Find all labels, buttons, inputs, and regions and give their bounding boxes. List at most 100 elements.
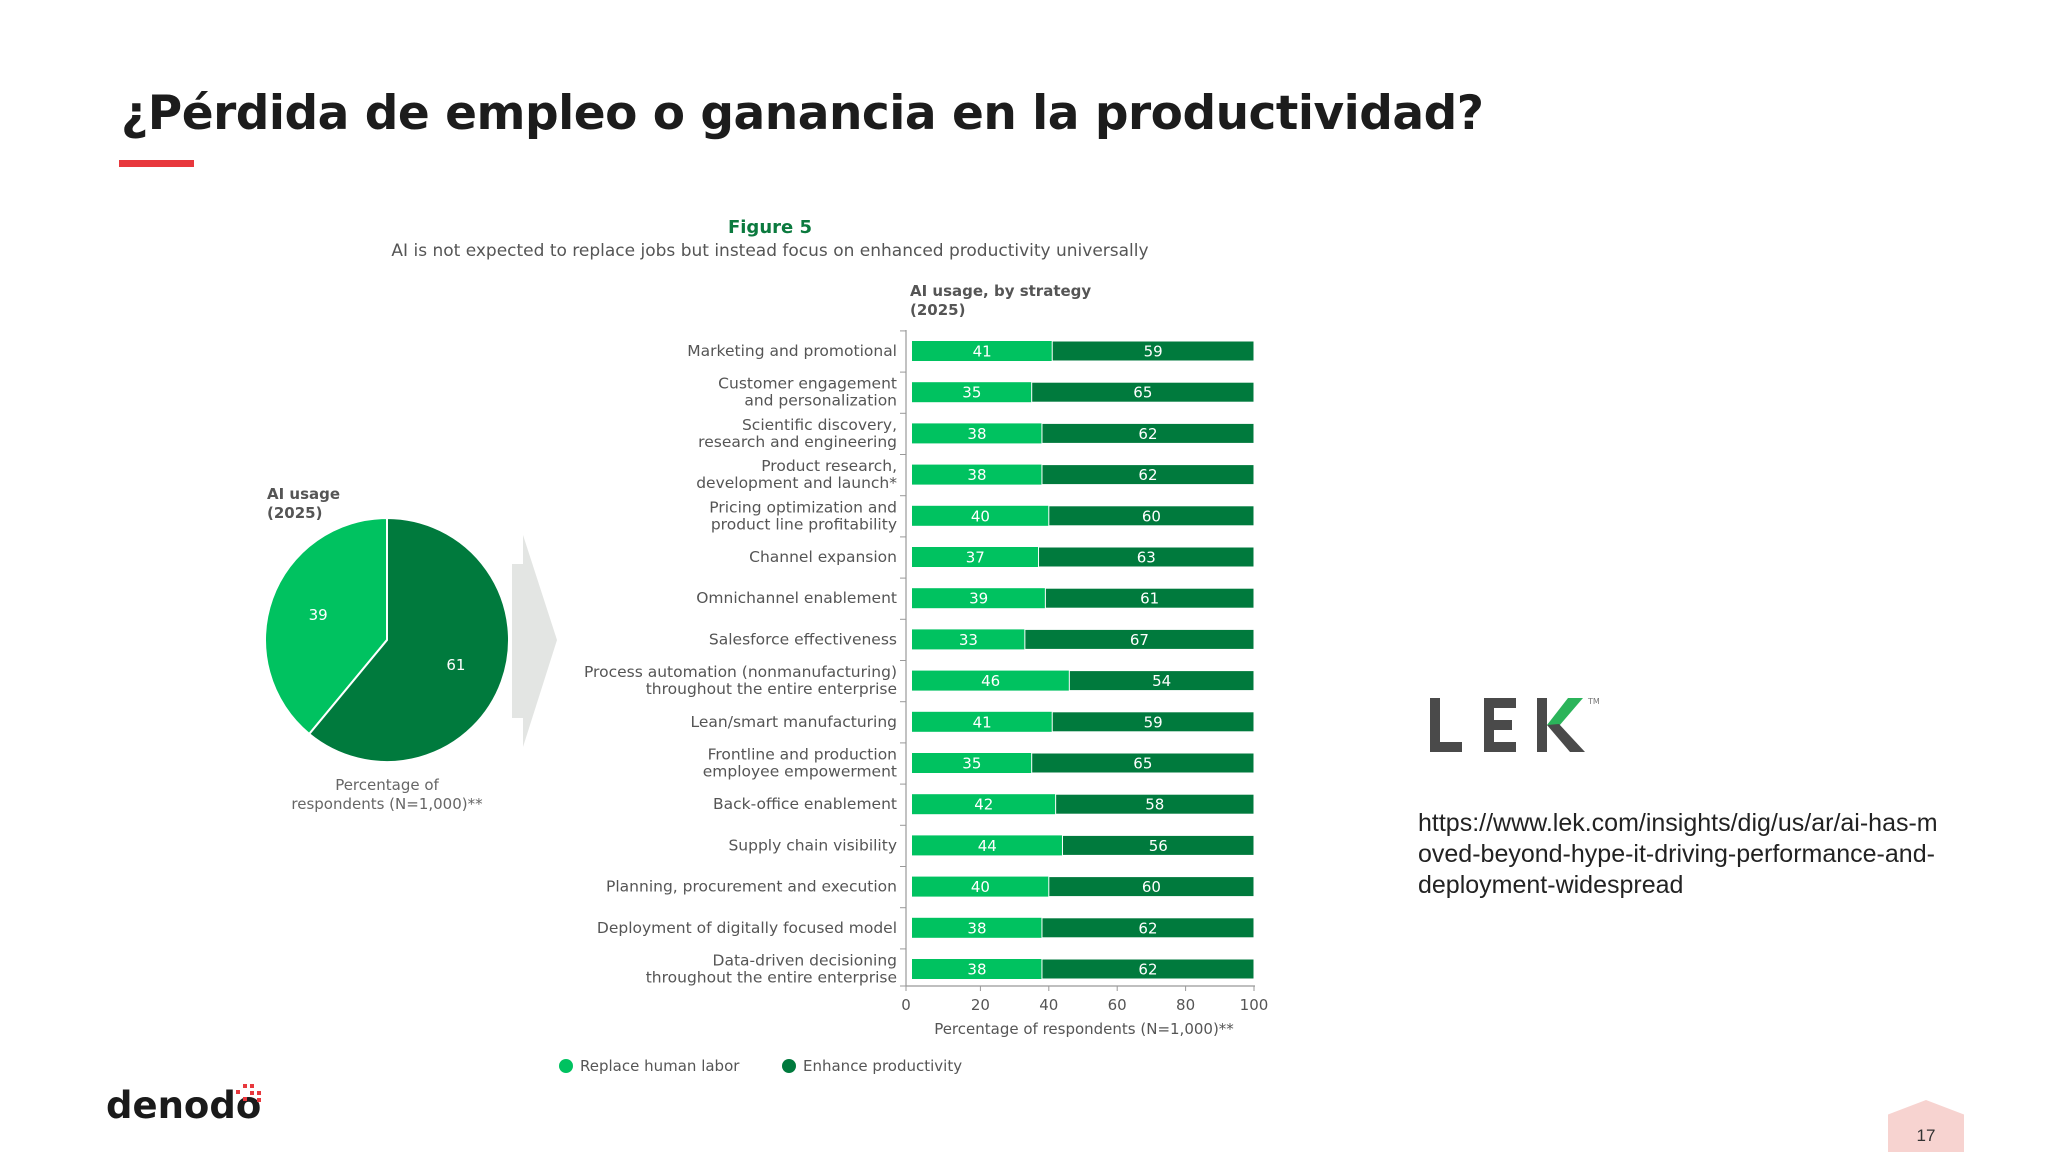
- bar-value-label: 40: [971, 878, 990, 896]
- bar-segment-enhance-productivity: [1044, 587, 1255, 609]
- category-label: Product research, development and launch*: [696, 457, 897, 492]
- category-label: Data-driven decisioning throughout the en…: [646, 952, 897, 987]
- bar-segment-enhance-productivity: [1024, 628, 1255, 650]
- denodo-dots-icon: [236, 1084, 261, 1102]
- pie-slice-enhance-productivity: [307, 516, 510, 763]
- bar-segment-replace-human-labor: [912, 547, 1039, 567]
- lek-logo: TM: [1430, 697, 1600, 752]
- x-tick-label: 40: [1039, 996, 1058, 1014]
- bar-segment-enhance-productivity: [1031, 752, 1255, 774]
- pie-title-line-1: AI usage: [267, 485, 340, 503]
- bar-segment-enhance-productivity: [1051, 340, 1255, 362]
- bar-segment-enhance-productivity: [1038, 546, 1255, 568]
- bar-value-label: 35: [962, 384, 981, 402]
- lek-trademark: TM: [1587, 697, 1600, 706]
- legend-label-enhance: Enhance productivity: [803, 1057, 962, 1075]
- bar-value-label: 59: [1144, 343, 1163, 361]
- title-underline: [119, 160, 194, 167]
- bar-value-label: 61: [1140, 590, 1159, 608]
- bar-segment-enhance-productivity: [1051, 711, 1255, 733]
- bar-value-label: 62: [1138, 425, 1157, 443]
- pie-slice-label: 39: [309, 606, 328, 624]
- category-label: Omnichannel enablement: [696, 589, 897, 607]
- bar-segment-enhance-productivity: [1068, 670, 1255, 692]
- page-number: 17: [1916, 1126, 1936, 1145]
- category-label: Frontline and production employee empower…: [703, 746, 897, 781]
- x-axis-label: Percentage of respondents (N=1,000)**: [934, 1020, 1234, 1038]
- pie-slice-replace-human-labor: [264, 516, 388, 736]
- bar-value-label: 46: [981, 672, 1000, 690]
- bar-segment-replace-human-labor: [912, 876, 1049, 897]
- bar-segment-enhance-productivity: [1048, 505, 1255, 527]
- bar-segment-replace-human-labor: [912, 917, 1042, 938]
- figure-title: AI is not expected to replace jobs but i…: [391, 241, 1148, 261]
- bar-segment-replace-human-labor: [912, 753, 1032, 773]
- bar-value-label: 33: [959, 631, 978, 649]
- bar-segment-replace-human-labor: [912, 959, 1042, 979]
- bar-value-label: 58: [1145, 796, 1164, 814]
- pie-slice-label: 61: [446, 656, 465, 674]
- bar-segment-replace-human-labor: [912, 794, 1056, 815]
- bar-segment-enhance-productivity: [1041, 464, 1255, 486]
- pie-caption-line-2: respondents (N=1,000)**: [291, 795, 483, 813]
- legend-swatch-replace: [559, 1059, 573, 1073]
- legend-swatch-enhance: [782, 1059, 796, 1073]
- denodo-wordmark: denodo: [106, 1084, 261, 1127]
- bar-segment-replace-human-labor: [912, 382, 1032, 403]
- x-tick-label: 0: [901, 996, 911, 1014]
- category-label: Channel expansion: [749, 548, 897, 566]
- bar-value-label: 63: [1137, 549, 1156, 567]
- source-url: https://www.lek.com/insights/dig/us/ar/a…: [1418, 809, 1938, 899]
- bar-title-line-2: (2025): [910, 301, 965, 319]
- bar-value-label: 41: [973, 343, 992, 361]
- pie-title-line-2: (2025): [267, 504, 322, 522]
- category-label: Pricing optimization and product line pro…: [709, 498, 897, 533]
- bar-value-label: 65: [1133, 755, 1152, 773]
- bar-title-line-1: AI usage, by strategy: [910, 282, 1091, 300]
- category-label: Scientific discovery, research and engine…: [698, 416, 897, 451]
- bar-segment-replace-human-labor: [912, 423, 1042, 444]
- bar-value-label: 60: [1142, 878, 1161, 896]
- bar-value-label: 38: [967, 425, 986, 443]
- bar-segment-enhance-productivity: [1041, 917, 1255, 939]
- bar-value-label: 42: [974, 796, 993, 814]
- bar-segment-replace-human-labor: [912, 588, 1046, 609]
- bar-value-label: 35: [962, 755, 981, 773]
- bar-value-label: 38: [967, 466, 986, 484]
- bar-segment-enhance-productivity: [1048, 876, 1255, 898]
- bar-value-label: 65: [1133, 384, 1152, 402]
- category-label: Planning, procurement and execution: [606, 878, 897, 896]
- bar-value-label: 38: [967, 961, 986, 979]
- denodo-logo: denodo: [106, 1084, 261, 1127]
- bar-value-label: 60: [1142, 507, 1161, 525]
- x-axis: 0 20 40 60 80 100: [900, 330, 1268, 1014]
- bar-value-label: 38: [967, 919, 986, 937]
- bar-segment-replace-human-labor: [912, 341, 1053, 361]
- bar-segment-replace-human-labor: [912, 835, 1063, 856]
- category-label: Back-office enablement: [713, 795, 897, 813]
- bar-value-label: 56: [1149, 837, 1168, 855]
- category-label: Supply chain visibility: [728, 836, 897, 854]
- arrow-shape: [512, 535, 557, 747]
- legend-label-replace: Replace human labor: [580, 1057, 740, 1075]
- bar-segment-replace-human-labor: [912, 670, 1070, 691]
- bar-value-label: 39: [969, 590, 988, 608]
- bar-segment-replace-human-labor: [912, 505, 1049, 526]
- x-tick-label: 60: [1108, 996, 1127, 1014]
- x-tick-label: 20: [971, 996, 990, 1014]
- category-label: Deployment of digitally focused model: [597, 919, 897, 937]
- bar-value-label: 41: [973, 713, 992, 731]
- bar-value-label: 67: [1130, 631, 1149, 649]
- bar-value-label: 59: [1144, 713, 1163, 731]
- bar-segment-enhance-productivity: [1041, 422, 1255, 444]
- stacked-bar-chart: Marketing and promotional 41 59 Customer en…: [584, 340, 1255, 987]
- bar-segment-replace-human-labor: [912, 464, 1042, 485]
- category-label: Salesforce effectiveness: [709, 630, 897, 648]
- bar-value-label: 62: [1138, 919, 1157, 937]
- bar-segment-replace-human-labor: [912, 711, 1053, 732]
- bar-value-label: 62: [1138, 466, 1157, 484]
- bar-segment-enhance-productivity: [1061, 834, 1255, 856]
- x-tick-label: 100: [1240, 996, 1269, 1014]
- legend: Replace human labor Enhance productivity: [559, 1057, 962, 1075]
- bar-value-label: 62: [1138, 961, 1157, 979]
